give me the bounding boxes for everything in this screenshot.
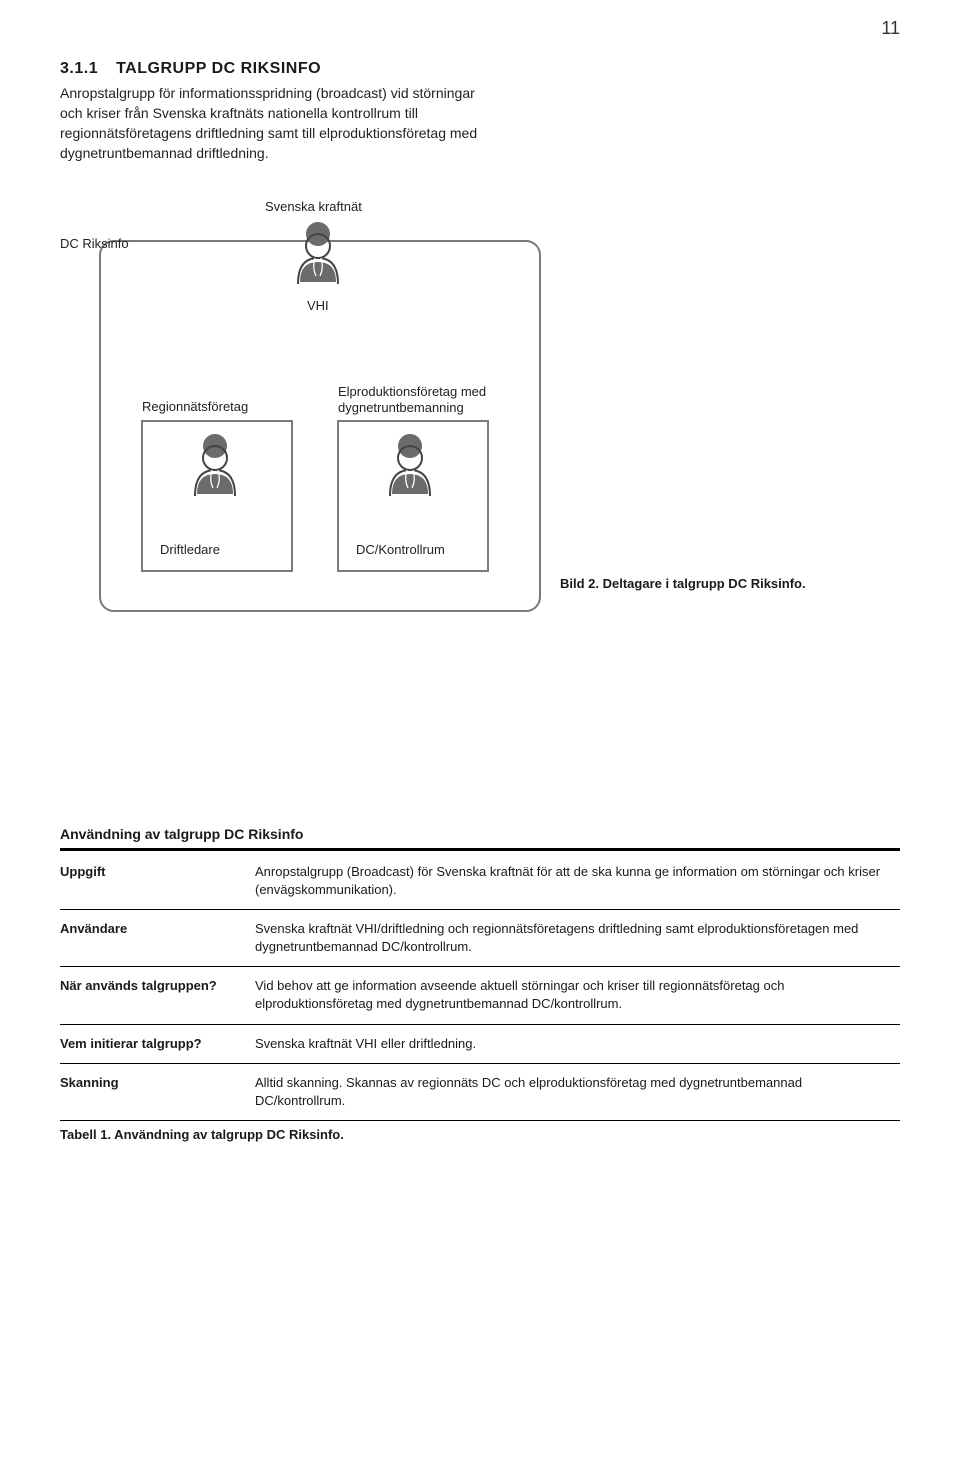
row-value: Vid behov att ge information avseende ak… (255, 967, 900, 1024)
table-title: Användning av talgrupp DC Riksinfo (60, 826, 900, 842)
person-icon (390, 434, 430, 496)
table-row: När används talgruppen? Vid behov att ge… (60, 967, 900, 1024)
usage-table: Uppgift Anropstalgrupp (Broadcast) för S… (60, 848, 900, 1122)
usage-table-section: Användning av talgrupp DC Riksinfo Uppgi… (60, 826, 900, 1143)
row-label: Uppgift (60, 849, 255, 909)
diagram-box1-label: Regionnätsföretag (142, 399, 248, 414)
diagram-outer-label: DC Riksinfo (60, 236, 129, 251)
row-value: Anropstalgrupp (Broadcast) för Svenska k… (255, 849, 900, 909)
diagram-top-role: VHI (307, 298, 329, 313)
row-label: Skanning (60, 1063, 255, 1120)
heading-text: TALGRUPP DC RIKSINFO (116, 60, 321, 77)
row-value: Svenska kraftnät VHI/driftledning och re… (255, 909, 900, 966)
row-label: När används talgruppen? (60, 967, 255, 1024)
table-row: Vem initierar talgrupp? Svenska kraftnät… (60, 1024, 900, 1063)
intro-paragraph: Anropstalgrupp för informationsspridning… (60, 84, 480, 164)
section-heading: 3.1.1 TALGRUPP DC RIKSINFO (60, 60, 900, 78)
page-number: 11 (881, 18, 900, 39)
person-icon (298, 222, 338, 284)
person-icon (195, 434, 235, 496)
table-row: Användare Svenska kraftnät VHI/driftledn… (60, 909, 900, 966)
diagram-box2-label-line2: dygnetruntbemanning (338, 400, 464, 415)
row-value: Svenska kraftnät VHI eller driftledning. (255, 1024, 900, 1063)
table-caption: Tabell 1. Användning av talgrupp DC Riks… (60, 1127, 900, 1142)
row-value: Alltid skanning. Skannas av regionnäts D… (255, 1063, 900, 1120)
diagram-box1-role: Driftledare (160, 542, 220, 557)
diagram-box2-role: DC/Kontrollrum (356, 542, 445, 557)
image-caption: Bild 2. Deltagare i talgrupp DC Riksinfo… (560, 576, 806, 591)
row-label: Användare (60, 909, 255, 966)
heading-number: 3.1.1 (60, 60, 98, 77)
row-label: Vem initierar talgrupp? (60, 1024, 255, 1063)
table-row: Uppgift Anropstalgrupp (Broadcast) för S… (60, 849, 900, 909)
table-row: Skanning Alltid skanning. Skannas av reg… (60, 1063, 900, 1120)
diagram-box2-label-line1: Elproduktionsföretag med (338, 384, 486, 399)
diagram-top-label: Svenska kraftnät (265, 199, 362, 214)
diagram: DC Riksinfo Svenska kraftnät VHI Regionn… (60, 186, 680, 626)
